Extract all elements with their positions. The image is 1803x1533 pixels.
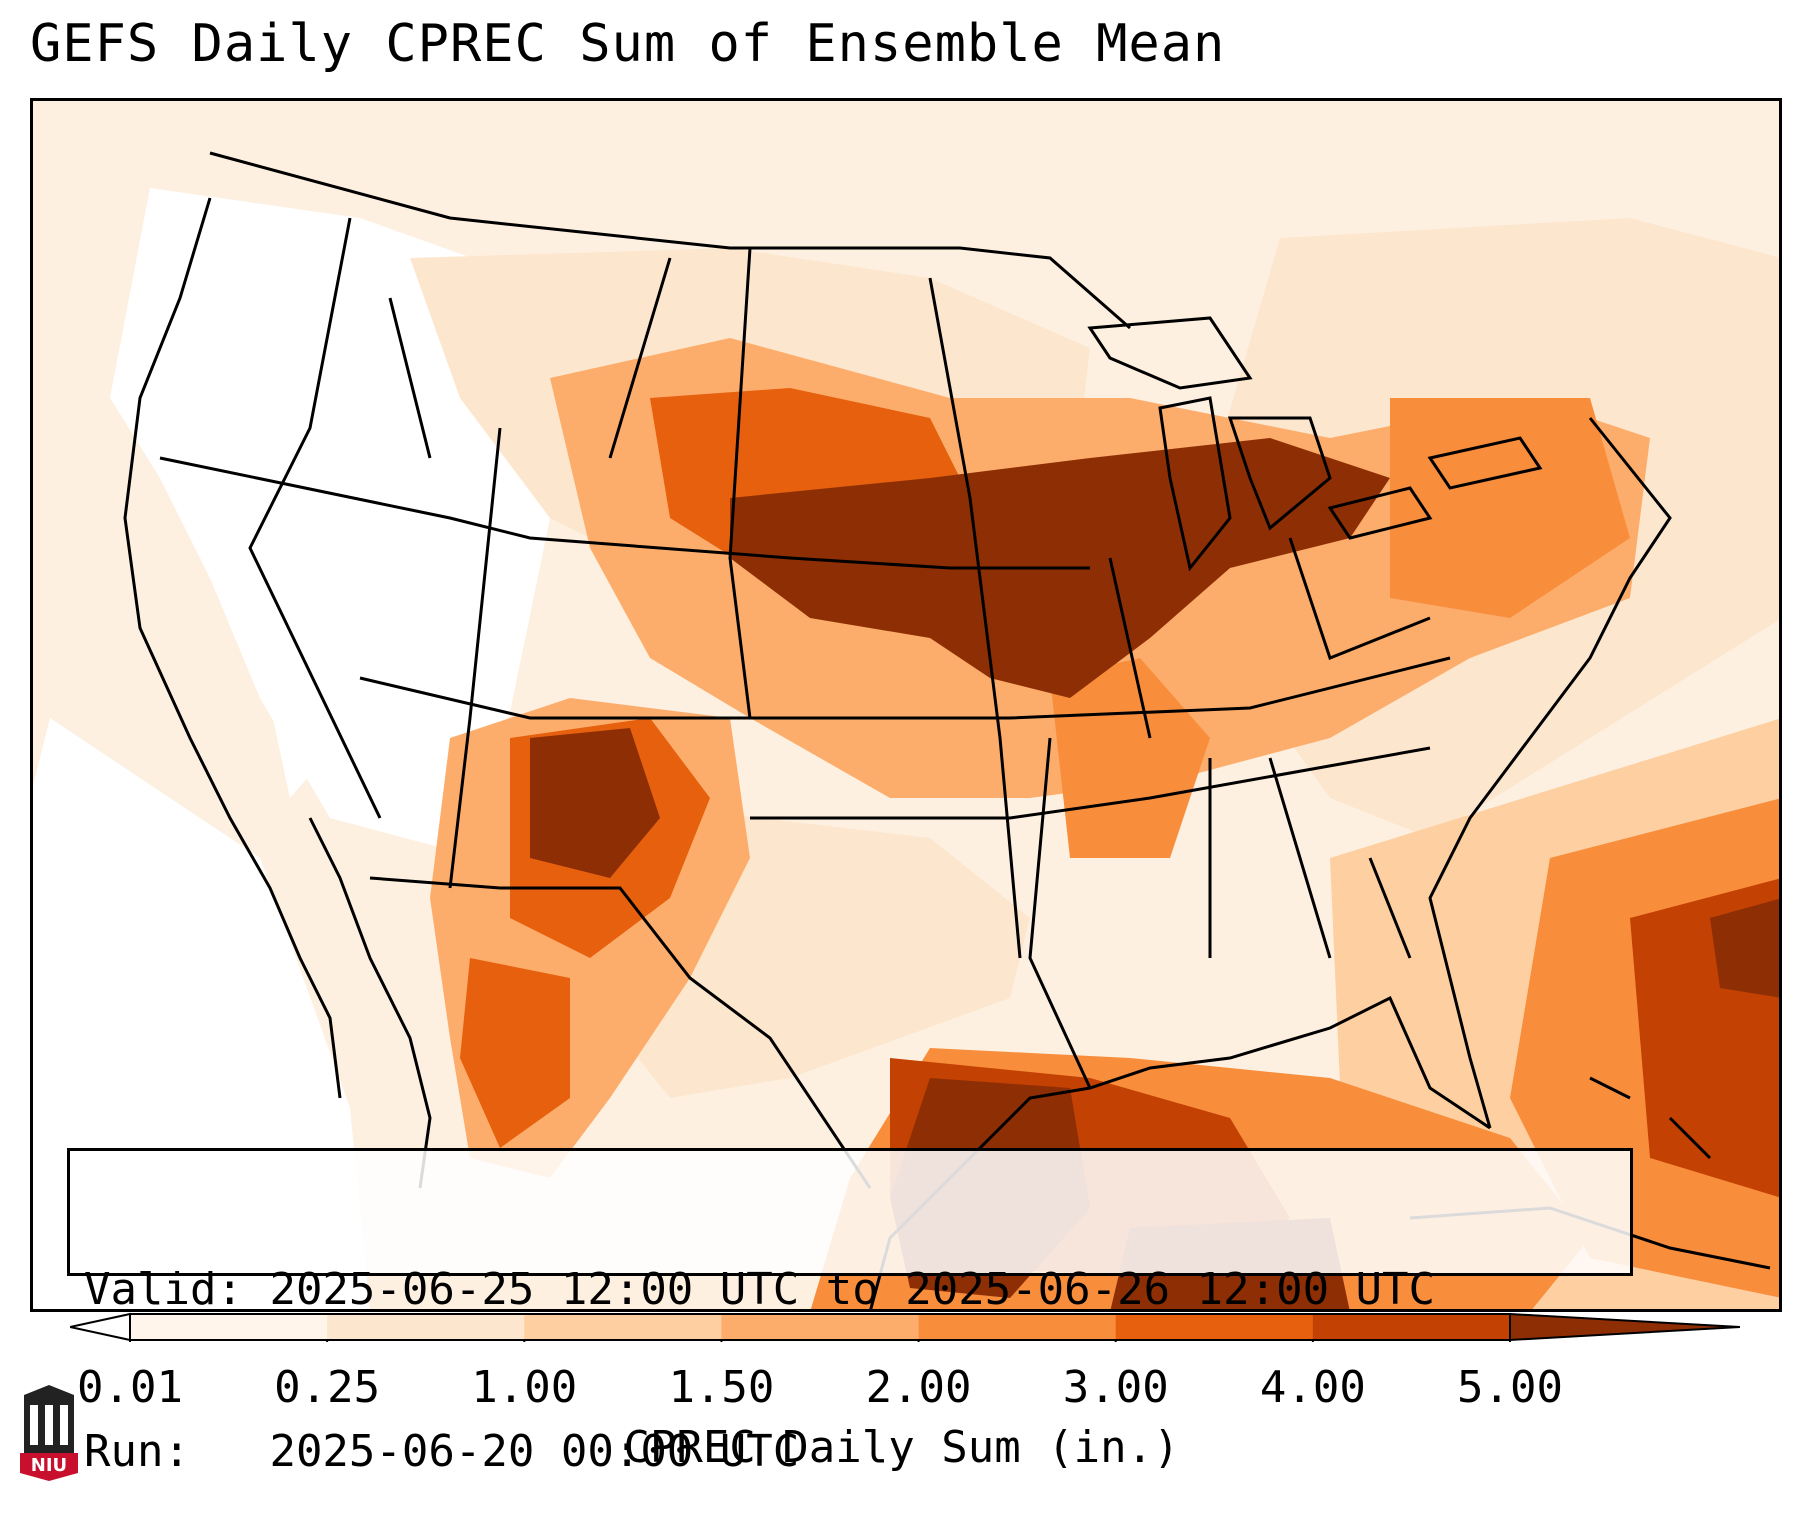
colorbar-segment xyxy=(918,1314,1117,1340)
colorbar xyxy=(70,1312,1740,1342)
colorbar-over-arrow xyxy=(1509,1312,1740,1342)
run-line: Run: 2025-06-20 00:00 UTC xyxy=(84,1425,1616,1479)
colorbar-segment xyxy=(1312,1314,1511,1340)
colorbar-segment xyxy=(1115,1314,1314,1340)
colorbar-tick-label: 4.00 xyxy=(1259,1362,1366,1413)
valid-label: Valid: xyxy=(84,1264,243,1315)
valid-line: Valid: 2025-06-25 12:00 UTC to 2025-06-2… xyxy=(84,1263,1616,1317)
run-label: Run: xyxy=(84,1426,190,1477)
valid-value: 2025-06-25 12:00 UTC to 2025-06-26 12:00… xyxy=(269,1264,1436,1315)
niu-logo: NIU xyxy=(20,1385,78,1481)
validity-box: Valid: 2025-06-25 12:00 UTC to 2025-06-2… xyxy=(67,1148,1633,1477)
map-frame xyxy=(30,98,1782,1312)
svg-text:NIU: NIU xyxy=(31,1455,67,1476)
colorbar-tick-label: 1.50 xyxy=(668,1362,775,1413)
colorbar-label: CPREC Daily Sum (in.) xyxy=(623,1422,1180,1473)
colorbar-segment xyxy=(721,1314,920,1340)
colorbar-segment xyxy=(130,1314,328,1340)
colorbar-under-arrow xyxy=(70,1312,131,1342)
boundaries xyxy=(123,151,1771,1312)
colorbar-tick-label: 3.00 xyxy=(1062,1362,1169,1413)
run-value: 2025-06-20 00:00 UTC xyxy=(269,1426,800,1477)
colorbar-tick-label: 2.00 xyxy=(865,1362,972,1413)
colorbar-tick-label: 1.00 xyxy=(471,1362,578,1413)
colorbar-tick-label: 0.01 xyxy=(77,1362,183,1413)
colorbar-segment xyxy=(327,1314,525,1340)
map-title: GEFS Daily CPREC Sum of Ensemble Mean xyxy=(30,14,1226,74)
colorbar-segment xyxy=(524,1314,722,1340)
colorbar-tick-label: 5.00 xyxy=(1457,1362,1563,1413)
colorbar-outline xyxy=(129,1313,1511,1341)
colorbar-tick-label: 0.25 xyxy=(274,1362,381,1413)
precipitation-map xyxy=(30,98,1782,1312)
